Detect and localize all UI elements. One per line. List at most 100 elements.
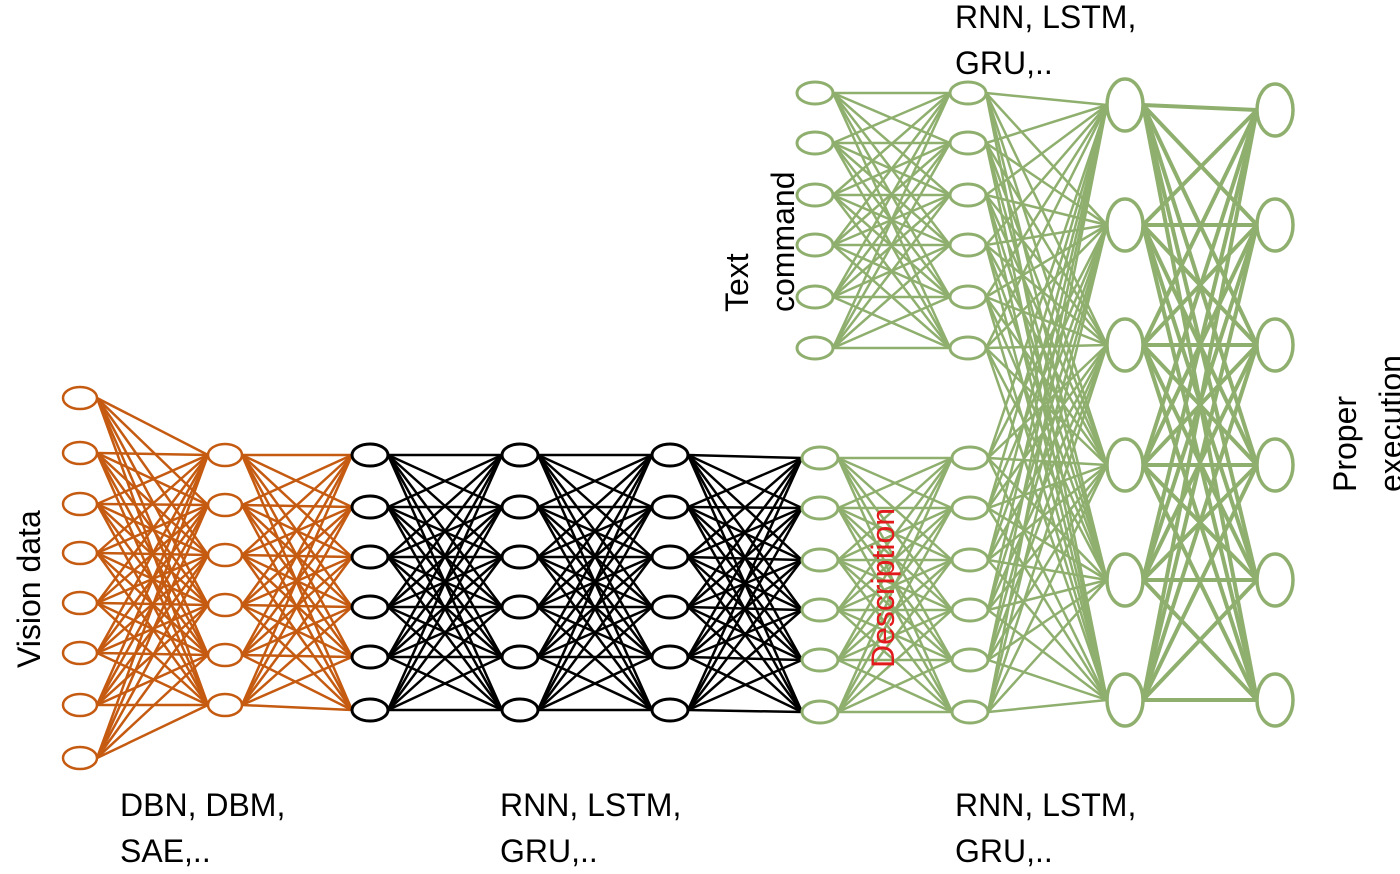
text-command-label: Text command — [719, 171, 801, 313]
edge-middle-layer-3-5-to-description-layer-2 — [687, 559, 803, 711]
edge-middle-layer-3-2-to-description-layer-0 — [687, 457, 803, 558]
vision-hidden-layer-node-6 — [206, 692, 244, 718]
fusion-layer-node-3 — [1105, 317, 1145, 373]
description-layer-node-2 — [800, 495, 840, 521]
middle-layer-2-node-6 — [500, 697, 540, 723]
edge-text-hidden-layer-1-to-fusion-layer-3 — [984, 142, 1109, 466]
output-layer-node-1 — [1255, 82, 1295, 138]
output-layer-node-3 — [1255, 317, 1295, 373]
edge-vision-input-layer-5-to-vision-hidden-layer-0 — [95, 454, 210, 654]
edge-vision-hidden-layer-5-to-middle-layer-1-0 — [240, 454, 354, 706]
description-hidden-layer-node-4 — [950, 597, 990, 623]
edge-description-hidden-layer-4-to-fusion-layer-5 — [987, 658, 1108, 702]
edge-text-hidden-layer-5-to-fusion-layer-0 — [984, 104, 1109, 349]
edge-middle-layer-1-3-to-middle-layer-2-0 — [387, 454, 503, 608]
vision-hidden-layer-node-1 — [206, 442, 244, 468]
text-input-layer-node-3 — [795, 182, 835, 208]
edge-middle-layer-2-1-to-middle-layer-3-0 — [537, 453, 653, 509]
vision-hidden-layer-node-5 — [206, 642, 244, 668]
edge-middle-layer-1-5-to-middle-layer-2-1 — [386, 506, 504, 711]
edge-middle-layer-1-5-to-middle-layer-2-4 — [387, 655, 503, 712]
fusion-layer-node-6 — [1105, 672, 1145, 728]
middle-layer-2-node-1 — [500, 442, 540, 468]
edge-text-input-layer-5-to-text-hidden-layer-0 — [831, 92, 952, 349]
vision-input-layer-node-4 — [61, 540, 99, 566]
edge-vision-input-layer-7-to-vision-hidden-layer-5 — [96, 703, 209, 760]
edge-vision-input-layer-3-to-vision-hidden-layer-0 — [96, 454, 209, 554]
edge-middle-layer-1-5-to-middle-layer-2-3 — [387, 606, 503, 711]
edge-fusion-layer-0-to-output-layer-0 — [1142, 103, 1258, 112]
vision-input-layer-node-5 — [61, 590, 99, 616]
edge-vision-hidden-layer-2-to-middle-layer-1-0 — [241, 454, 353, 556]
text-hidden-layer-node-4 — [948, 232, 988, 258]
edge-vision-hidden-layer-5-to-middle-layer-1-5 — [241, 703, 353, 712]
middle-layer-3-node-6 — [650, 697, 690, 723]
middle-layer-3-node-2 — [650, 494, 690, 520]
edge-description-hidden-layer-4-to-fusion-layer-4 — [987, 578, 1108, 662]
edge-text-hidden-layer-1-to-fusion-layer-0 — [985, 103, 1108, 145]
text-hidden-layer-node-3 — [948, 182, 988, 208]
edge-text-hidden-layer-4-to-fusion-layer-0 — [984, 104, 1109, 298]
text-input-layer-node-6 — [795, 335, 835, 361]
edge-description-layer-5-to-description-hidden-layer-2 — [837, 559, 953, 713]
edge-middle-layer-1-2-to-middle-layer-2-0 — [387, 454, 503, 558]
description-label: Description — [865, 507, 901, 668]
edge-description-layer-5-to-description-hidden-layer-1 — [836, 507, 954, 713]
edge-vision-hidden-layer-5-to-middle-layer-1-4 — [241, 655, 353, 707]
vision-input-layer-node-3 — [61, 491, 99, 517]
edge-text-hidden-layer-2-to-fusion-layer-3 — [984, 194, 1109, 466]
middle-layer-3-node-1 — [650, 442, 690, 468]
edge-description-layer-5-to-description-hidden-layer-0 — [836, 457, 954, 713]
edge-description-hidden-layer-1-to-fusion-layer-5 — [986, 507, 1109, 701]
middle-models-label: RNN, LSTM, GRU,.. — [500, 787, 682, 869]
edge-vision-hidden-layer-5-to-middle-layer-1-1 — [240, 506, 354, 706]
edge-description-layer-4-to-description-hidden-layer-0 — [836, 457, 954, 661]
edge-text-hidden-layer-1-to-fusion-layer-1 — [985, 141, 1108, 227]
edge-text-hidden-layer-0-to-fusion-layer-4 — [984, 92, 1109, 581]
edge-text-hidden-layer-3-to-fusion-layer-2 — [985, 244, 1108, 346]
text-input-layer-node-4 — [795, 232, 835, 258]
edge-text-hidden-layer-3-to-fusion-layer-1 — [985, 223, 1108, 247]
text-input-layer-node-1 — [795, 80, 835, 106]
description-hidden-layer-node-1 — [950, 445, 990, 471]
edge-fusion-layer-3-to-output-layer-0 — [1141, 109, 1259, 466]
edge-vision-input-layer-6-to-vision-hidden-layer-0 — [95, 454, 210, 706]
edge-text-hidden-layer-0-to-fusion-layer-1 — [985, 92, 1108, 226]
proper-execution-label: Proper execution — [1327, 355, 1400, 492]
vision-data-label: Vision data — [11, 510, 47, 668]
text-hidden-layer-node-1 — [948, 80, 988, 106]
edge-middle-layer-3-5-to-description-layer-1 — [686, 507, 804, 711]
edge-fusion-layer-1-to-output-layer-0 — [1141, 108, 1259, 227]
edge-text-hidden-layer-0-to-fusion-layer-0 — [985, 91, 1108, 107]
edge-middle-layer-3-5-to-description-layer-4 — [687, 658, 803, 712]
vision-input-layer-node-2 — [61, 440, 99, 466]
output-layer-node-6 — [1255, 672, 1295, 728]
edge-description-layer-1-to-description-hidden-layer-0 — [837, 456, 953, 510]
edge-text-hidden-layer-3-to-fusion-layer-0 — [985, 104, 1108, 246]
edge-vision-hidden-layer-4-to-middle-layer-1-0 — [240, 454, 354, 656]
edge-text-hidden-layer-4-to-fusion-layer-5 — [984, 296, 1109, 701]
edge-text-hidden-layer-2-to-fusion-layer-0 — [985, 103, 1108, 197]
edge-description-layer-5-to-description-hidden-layer-3 — [837, 609, 953, 713]
edge-fusion-layer-5-to-output-layer-0 — [1141, 109, 1259, 701]
middle-layer-3-node-5 — [650, 644, 690, 670]
edge-middle-layer-3-5-to-description-layer-3 — [687, 609, 803, 711]
edge-vision-input-layer-7-to-vision-hidden-layer-4 — [96, 654, 209, 759]
edge-vision-hidden-layer-3-to-middle-layer-1-0 — [240, 454, 354, 606]
text-hidden-layer-node-6 — [948, 335, 988, 361]
text-hidden-layer-node-5 — [948, 284, 988, 310]
edge-text-hidden-layer-3-to-fusion-layer-4 — [984, 244, 1109, 581]
middle-layer-1-node-1 — [350, 442, 390, 468]
edge-text-hidden-layer-5-to-fusion-layer-3 — [985, 347, 1108, 466]
edge-text-input-layer-5-to-text-hidden-layer-3 — [832, 244, 951, 349]
edge-middle-layer-2-4-to-middle-layer-3-0 — [536, 454, 654, 658]
edge-vision-input-layer-0-to-vision-hidden-layer-0 — [96, 396, 209, 457]
edge-vision-input-layer-4-to-vision-hidden-layer-0 — [96, 454, 209, 604]
vision-input-layer-node-7 — [61, 692, 99, 718]
edge-text-input-layer-2-to-text-hidden-layer-0 — [832, 92, 951, 196]
edge-text-hidden-layer-4-to-fusion-layer-1 — [985, 223, 1108, 299]
middle-layer-2-node-2 — [500, 494, 540, 520]
edge-description-layer-3-to-description-hidden-layer-0 — [837, 457, 953, 611]
edge-text-input-layer-3-to-text-hidden-layer-0 — [832, 92, 951, 246]
edge-middle-layer-3-5-to-description-layer-5 — [687, 708, 803, 714]
